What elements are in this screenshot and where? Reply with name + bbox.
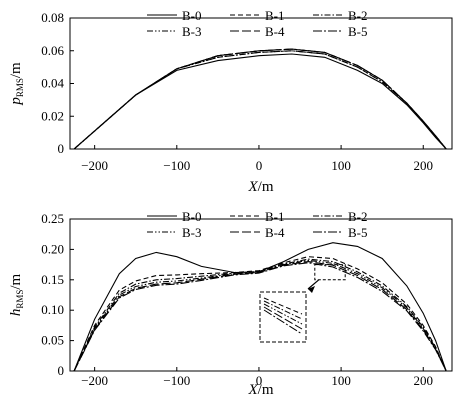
panel-2: 0 0.05 0.10 0.15 0.20 0.25 −200 −100 0 100 200 X/m h… [8,209,453,398]
x-axis-label: X/m [247,382,273,398]
legend-label: B-0 [182,209,202,224]
x-tick-label: −100 [163,373,190,388]
series-line-B-4 [73,48,447,150]
y-axis-label: pRMS/m [8,62,25,106]
legend-label: B-4 [265,225,285,240]
legend-label: B-5 [348,225,368,240]
legend-label: B-5 [348,24,368,39]
legend-label: B-2 [348,8,368,23]
legend-label: B-3 [182,225,202,240]
panel-1: 0 0.02 0.04 0.06 0.08 −200 −100 0 100 200 X/m pRMS/… [8,8,453,195]
y-tick-label: 0 [58,141,65,156]
zoom-region-box [314,264,346,281]
y-tick-label: 0.02 [41,108,64,123]
plot-frame [69,17,453,150]
legend-label: B-3 [182,24,202,39]
series-line-B-1 [73,48,447,150]
x-tick-label: −200 [81,373,108,388]
series-line-B-5 [73,262,447,372]
inset-series-B-4 [263,306,303,330]
x-tick-label: 200 [413,373,433,388]
y-tick-label: 0.25 [41,211,64,226]
x-tick-label: −100 [163,158,190,173]
y-tick-label: 0.06 [41,43,64,58]
inset-series-B-5 [263,309,303,335]
series-line-B-2 [73,258,447,372]
series-line-B-5 [73,48,447,150]
y-tick-label: 0.05 [41,333,64,348]
y-tick-label: 0.15 [41,272,64,287]
x-tick-label: 100 [331,158,351,173]
y-tick-label: 0.10 [41,302,64,317]
inset-arrow-head [308,286,315,293]
legend-label: B-1 [265,8,285,23]
series-line-B-0 [73,53,447,150]
x-tick-label: 0 [256,373,263,388]
inset-series-B-3 [263,303,303,325]
series-line-B-4 [73,261,447,372]
x-tick-label: 100 [331,373,351,388]
inset-series-B-2 [263,300,303,320]
y-tick-label: 0.04 [41,76,64,91]
inset-arrow-line [307,279,320,290]
series-line-B-1 [73,256,447,372]
series-line-B-3 [73,259,447,372]
legend-label: B-1 [265,209,285,224]
inset-series-B-1 [263,297,303,315]
y-tick-label: 0.08 [41,10,64,25]
x-tick-label: 0 [256,158,263,173]
y-axis-label: hRMS/m [8,273,25,316]
y-tick-label: 0.20 [41,241,64,256]
x-tick-label: −200 [81,158,108,173]
legend-label: B-4 [265,24,285,39]
x-axis-label: X/m [247,179,273,195]
legend-label: B-0 [182,8,202,23]
plot-frame [69,218,453,372]
x-tick-label: 200 [413,158,433,173]
y-tick-label: 0 [58,363,65,378]
legend-label: B-2 [348,209,368,224]
